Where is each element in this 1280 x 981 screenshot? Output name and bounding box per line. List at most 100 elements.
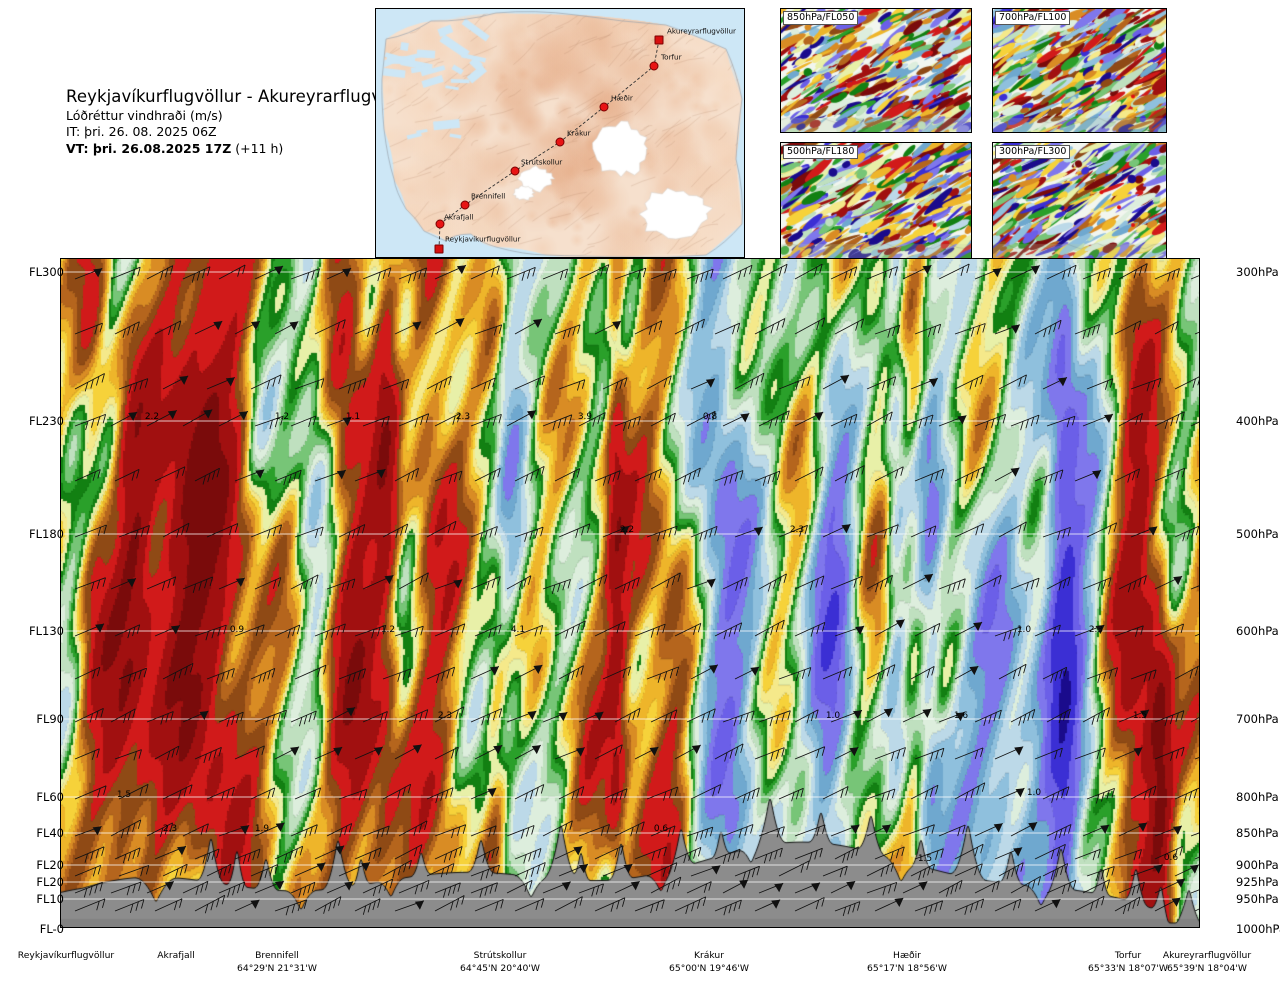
cross-section-field: [61, 259, 1199, 927]
station-label: Brennifell 64°29'N 21°31'W: [237, 949, 317, 976]
contour-value-label: 1.0: [825, 711, 841, 721]
flight-level-tick: FL40: [36, 826, 64, 840]
contour-value-label: 0.6: [1163, 853, 1179, 863]
map-marker-7[interactable]: [434, 244, 444, 254]
contour-value-label: 4.1: [510, 625, 526, 635]
flight-level-tick: FL180: [29, 527, 64, 541]
map-marker-label: Krákur: [567, 128, 591, 138]
station-label: Akrafjall: [157, 949, 195, 962]
map-marker-label: Brennifell: [471, 191, 506, 201]
map-marker-1[interactable]: [649, 61, 659, 71]
pressure-tick: 400hPa: [1236, 414, 1279, 428]
map-marker-5[interactable]: [460, 200, 470, 210]
pressure-tick: 300hPa: [1236, 265, 1279, 279]
flight-level-tick: FL130: [29, 624, 64, 638]
thumbnail-500hpa-image: [781, 143, 971, 258]
station-coords: 65°39'N 18°04'W: [1167, 963, 1247, 975]
thumbnail-300hpa-image: [993, 143, 1166, 258]
flight-level-tick: FL10: [36, 892, 64, 906]
station-coords: 65°33'N 18°07'W: [1088, 963, 1168, 975]
pressure-tick: 950hPa: [1236, 892, 1279, 906]
thumbnail-700hpa-label: 700hPa/FL100: [995, 11, 1071, 26]
contour-value-label: 0.9: [229, 625, 245, 635]
contour-value-label: 1.0: [1016, 625, 1032, 635]
issue-time: IT: þri. 26. 08. 2025 06Z: [66, 124, 217, 140]
pressure-tick: 700hPa: [1236, 712, 1279, 726]
station-coords: 64°45'N 20°40'W: [460, 963, 540, 975]
route-map-panel[interactable]: Akureyrarflugvöllur Torfur Hæðir Krákur Strú…: [375, 8, 745, 258]
map-marker-label: Torfur: [661, 52, 682, 62]
thumbnail-700hpa-image: [993, 9, 1166, 132]
station-coords: 64°29'N 21°31'W: [237, 963, 317, 975]
station-coords: 65°17'N 18°56'W: [867, 963, 947, 975]
thumbnail-850hpa-label: 850hPa/FL050: [783, 11, 859, 26]
pressure-tick: 800hPa: [1236, 790, 1279, 804]
map-marker-label: Strútskollur: [521, 157, 563, 167]
contour-value-label: 3.9: [577, 412, 593, 422]
thumbnail-700hpa[interactable]: 700hPa/FL100: [992, 8, 1167, 133]
station-label: Reykjavíkurflugvöllur: [18, 949, 114, 962]
thumbnail-300hpa-label: 300hPa/FL300: [995, 145, 1071, 160]
cross-section-plot[interactable]: 2.2 1.2 1.1 2.3 3.9 0.8 2.2 2.3 0.9 1.2 4.1 1.0 2.3 2…: [60, 258, 1200, 928]
map-terrain: [376, 9, 744, 257]
station-label: Torfur 65°33'N 18°07'W: [1088, 949, 1168, 976]
header-text-block: Reykjavíkurflugvöllur - Akureyrarflugvöl…: [66, 86, 418, 157]
station-label: Krákur 65°00'N 19°46'W: [669, 949, 749, 976]
station-label: Akureyrarflugvöllur 65°39'N 18°04'W: [1163, 949, 1251, 976]
contour-value-label: 1.0: [1026, 788, 1042, 798]
contour-value-label: 2.2: [144, 412, 160, 422]
station-name: Torfur: [1114, 950, 1142, 961]
flight-level-tick: FL90: [36, 712, 64, 726]
route-line: [438, 39, 660, 250]
flight-level-tick: FL20: [36, 875, 64, 889]
contour-value-label: 2.2: [619, 525, 635, 535]
map-marker-3[interactable]: [555, 137, 565, 147]
station-label: Strútskollur 64°45'N 20°40'W: [460, 949, 540, 976]
station-label: Hæðir 65°17'N 18°56'W: [867, 949, 947, 976]
pressure-tick: 600hPa: [1236, 624, 1279, 638]
valid-time-bold: VT: þri. 26.08.2025 17Z: [66, 140, 232, 156]
pressure-tick: 900hPa: [1236, 858, 1279, 872]
station-coords: 65°00'N 19°46'W: [669, 963, 749, 975]
station-name: Brennifell: [255, 950, 299, 961]
station-name: Hæðir: [893, 950, 921, 961]
map-marker-label: Hæðir: [611, 93, 633, 103]
thumbnail-300hpa[interactable]: 300hPa/FL300: [992, 142, 1167, 259]
page-title: Reykjavíkurflugvöllur - Akureyrarflugvöl…: [66, 87, 419, 106]
map-marker-6[interactable]: [435, 219, 445, 229]
thumbnail-500hpa[interactable]: 500hPa/FL180: [780, 142, 972, 259]
contour-value-label: 2.3: [162, 824, 178, 834]
station-name: Akureyrarflugvöllur: [1162, 950, 1252, 961]
contour-value-label: 2.3: [789, 525, 805, 535]
contour-value-label: 1.1: [345, 412, 361, 422]
map-marker-2[interactable]: [599, 102, 609, 112]
contour-value-label: 0.8: [702, 412, 718, 422]
thumbnail-850hpa-image: [781, 9, 971, 132]
valid-time: VT: þri. 26.08.2025 17Z (+11 h): [66, 141, 418, 158]
station-name: Akrafjall: [157, 950, 195, 961]
contour-value-label: 0.6: [653, 824, 669, 834]
map-marker-label: Akrafjall: [444, 212, 474, 222]
contour-value-label: 1.5: [116, 790, 132, 800]
valid-time-offset: (+11 h): [231, 140, 284, 156]
map-marker-4[interactable]: [510, 166, 520, 176]
flight-level-tick: FL60: [36, 790, 64, 804]
flight-level-tick: FL20: [36, 858, 64, 872]
pressure-tick: 925hPa: [1236, 875, 1279, 889]
map-marker-0[interactable]: [654, 35, 664, 45]
pressure-tick: 1000hPa: [1236, 922, 1280, 936]
contour-value-label: 1.9: [254, 824, 270, 834]
flight-level-tick: FL300: [29, 265, 64, 279]
thumbnail-850hpa[interactable]: 850hPa/FL050: [780, 8, 972, 133]
flight-level-tick: FL230: [29, 414, 64, 428]
contour-value-label: 2.3: [455, 412, 471, 422]
map-marker-label: Reykjavíkurflugvöllur: [445, 234, 521, 244]
contour-value-label: 2.3: [1088, 625, 1104, 635]
station-name: Strútskollur: [473, 950, 527, 961]
flight-level-tick: FL-0: [39, 922, 64, 936]
contour-value-label: 1.5: [917, 854, 933, 864]
station-name: Reykjavíkurflugvöllur: [17, 950, 115, 961]
station-name: Krákur: [693, 950, 725, 961]
thumbnail-500hpa-label: 500hPa/FL180: [783, 145, 859, 160]
contour-value-label: 1.2: [274, 412, 290, 422]
